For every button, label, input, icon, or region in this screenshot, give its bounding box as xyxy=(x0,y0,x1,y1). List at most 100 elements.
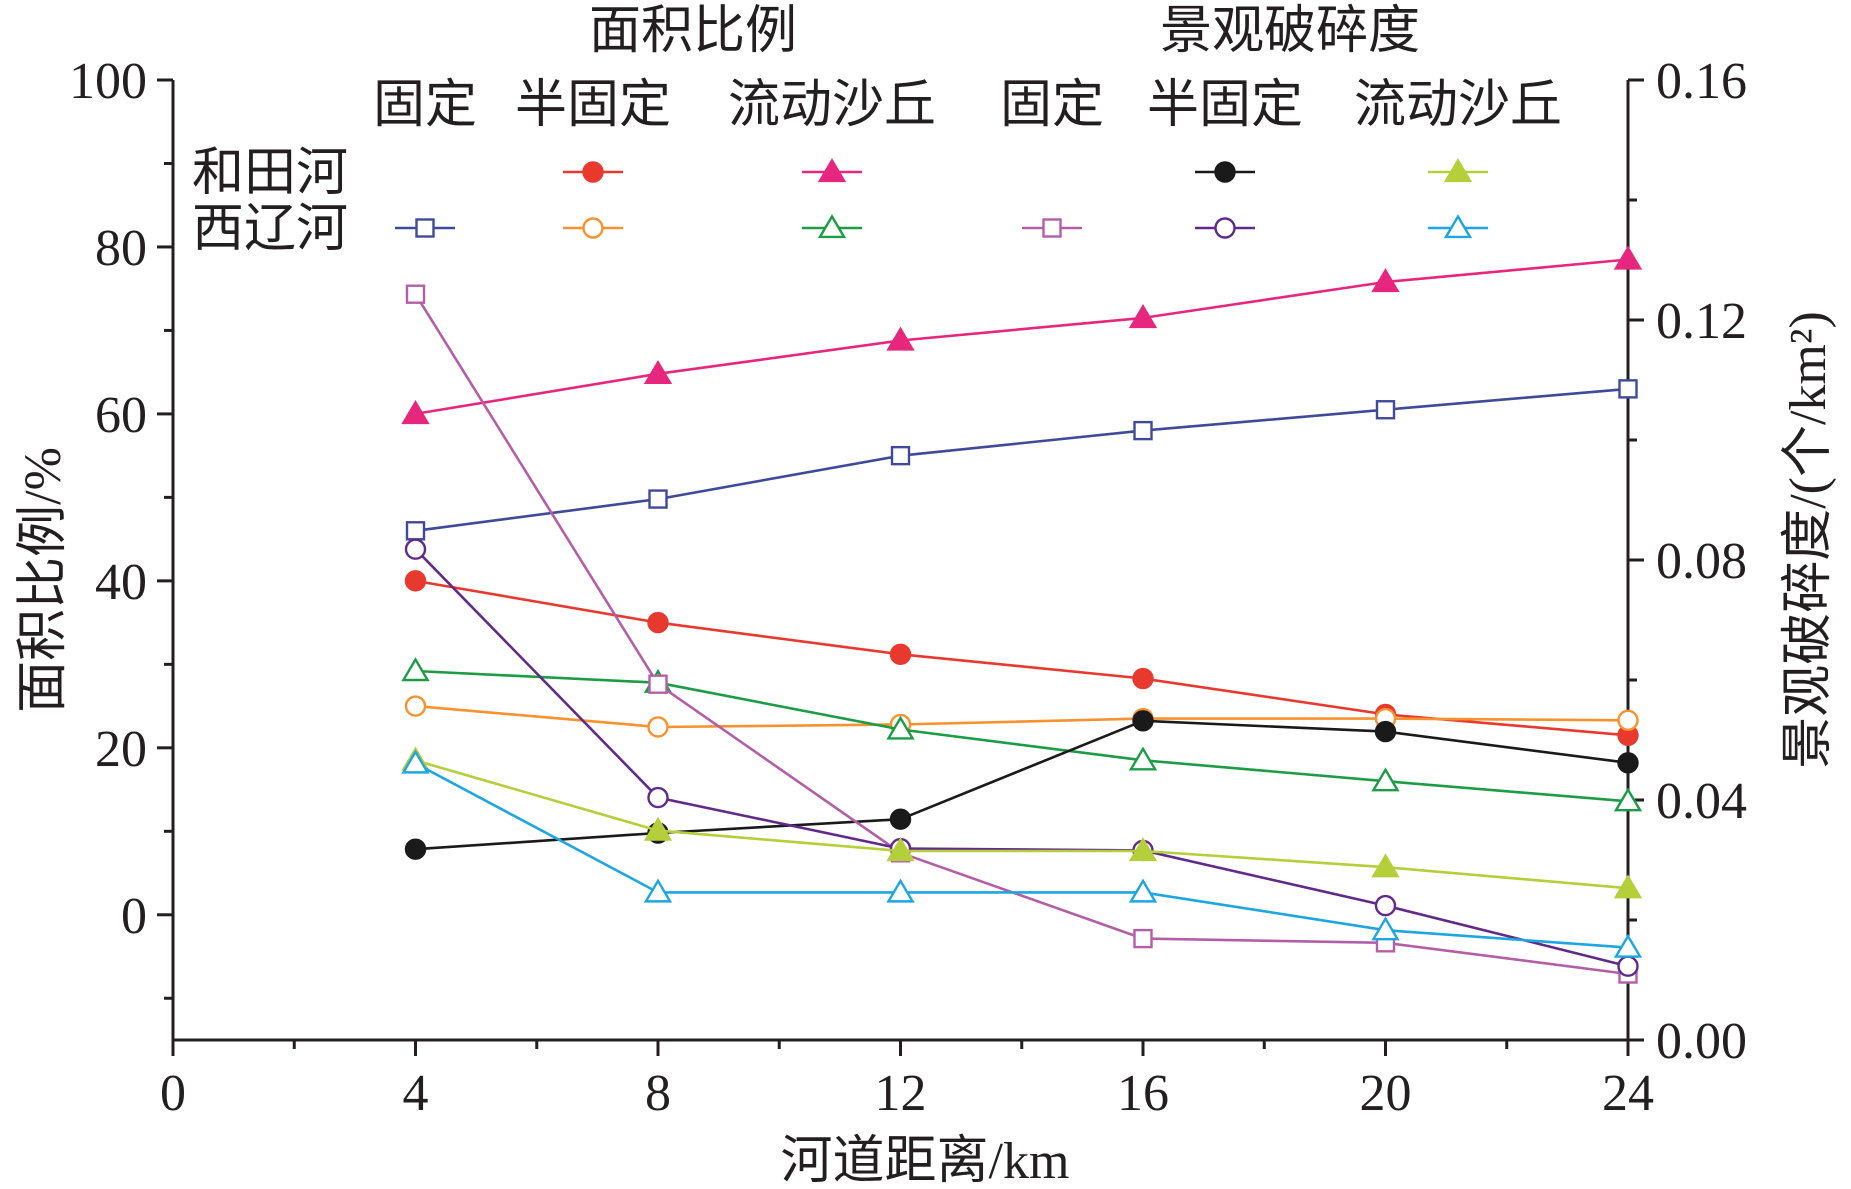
legend-column-header: 半固定 xyxy=(1147,77,1303,134)
legend-entry xyxy=(1195,217,1255,239)
series-line xyxy=(415,387,1629,533)
legend-entry xyxy=(1428,158,1488,183)
y-right-tick-label: 0.00 xyxy=(1656,1013,1747,1070)
data-point xyxy=(1617,955,1639,977)
legend-marker xyxy=(582,217,604,239)
series-面积比例-固定-西辽河 xyxy=(405,379,1638,541)
legend-marker xyxy=(817,214,847,239)
x-tick-label: 0 xyxy=(160,1065,186,1122)
series-line xyxy=(415,719,1629,851)
data-point xyxy=(889,808,912,830)
series-line xyxy=(414,548,1629,968)
y-axis-right-title: 景观破碎度/(个/km²) xyxy=(1780,311,1837,769)
data-point xyxy=(647,611,669,634)
data-point xyxy=(647,716,669,738)
data-point xyxy=(1613,245,1643,270)
legend-entry xyxy=(395,218,455,238)
legend-marker xyxy=(582,161,604,183)
series-layer xyxy=(401,245,1643,984)
y-left-tick-label: 0 xyxy=(121,888,147,945)
data-point xyxy=(404,838,427,860)
data-point xyxy=(1132,710,1154,732)
x-tick-label: 4 xyxy=(403,1065,429,1122)
y-left-tick-label: 100 xyxy=(69,53,147,110)
legend-marker xyxy=(1214,161,1236,183)
legend-marker xyxy=(1443,214,1473,239)
data-point xyxy=(648,674,668,694)
data-point xyxy=(1618,379,1638,399)
data-point xyxy=(643,359,673,385)
data-point xyxy=(404,538,427,560)
x-axis-title: 河道距离/km xyxy=(781,1133,1070,1189)
legend-entry xyxy=(802,214,862,239)
series-面积比例-半固定-西辽河 xyxy=(404,695,1639,738)
legend-marker xyxy=(1042,218,1062,238)
data-point xyxy=(647,786,669,809)
data-point xyxy=(886,837,915,862)
data-point xyxy=(1128,746,1158,771)
series-line xyxy=(415,258,1629,416)
y-right-tick-label: 0.12 xyxy=(1656,293,1747,350)
legend-entry xyxy=(802,158,862,183)
series-面积比例-流动沙丘-西辽河 xyxy=(401,657,1643,812)
data-point xyxy=(1128,878,1158,903)
legend-marker xyxy=(817,158,847,183)
series-景观破碎度-流动沙丘-西辽河 xyxy=(401,749,1643,958)
legend-column-header: 半固定 xyxy=(515,77,671,134)
data-point xyxy=(1617,752,1639,774)
data-point xyxy=(643,816,673,841)
y-axis-left-title: 面积比例/% xyxy=(15,447,72,713)
data-point xyxy=(1371,767,1400,792)
y-left-tick-label: 20 xyxy=(95,721,147,778)
legend-row-header: 和田河 xyxy=(192,145,348,202)
data-point xyxy=(1617,709,1639,731)
legend-column-header: 固定 xyxy=(1000,77,1104,134)
y-left-tick-label: 40 xyxy=(95,554,147,611)
data-point xyxy=(1132,667,1154,690)
series-line xyxy=(415,759,1629,890)
y-left-tick-label: 80 xyxy=(95,220,147,277)
x-tick-label: 8 xyxy=(645,1065,671,1122)
data-point xyxy=(1128,304,1158,329)
x-tick-label: 12 xyxy=(875,1065,927,1122)
axis-ticks: 0 4 8 12 16 20 24 0 20 40 60 80 100 0.00 0.04 0.08 0.12 0… xyxy=(69,53,1747,1122)
x-tick-label: 24 xyxy=(1602,1065,1654,1122)
series-line xyxy=(414,293,1629,976)
data-point xyxy=(886,326,915,351)
data-point xyxy=(1371,916,1400,941)
legend-entry xyxy=(563,217,623,239)
series-line xyxy=(415,669,1629,803)
data-point xyxy=(1374,894,1397,917)
data-point xyxy=(643,878,673,903)
legend-column-header: 流动沙丘 xyxy=(1354,77,1562,134)
legend-column-header: 固定 xyxy=(373,77,477,134)
legend-column-header: 流动沙丘 xyxy=(728,77,936,134)
legend-marker xyxy=(1443,158,1473,183)
legend-entry xyxy=(563,161,623,183)
data-point xyxy=(1371,853,1400,878)
data-point xyxy=(1613,933,1643,958)
data-point xyxy=(1613,787,1643,812)
data-point xyxy=(401,400,430,425)
series-景观破碎度-半固定-和田河 xyxy=(404,710,1639,860)
legend-group-header: 景观破碎度 xyxy=(1160,3,1420,60)
data-point xyxy=(886,878,915,903)
series-line xyxy=(415,704,1629,729)
data-point xyxy=(1375,400,1396,420)
data-point xyxy=(1371,268,1400,293)
y-right-tick-label: 0.16 xyxy=(1656,53,1747,110)
series-line xyxy=(415,579,1629,737)
y-right-tick-label: 0.04 xyxy=(1656,773,1747,830)
series-面积比例-流动沙丘-和田河 xyxy=(401,245,1643,425)
data-point xyxy=(405,521,426,541)
data-point xyxy=(889,643,912,666)
series-景观破碎度-固定-西辽河 xyxy=(405,284,1638,984)
data-point xyxy=(890,445,911,466)
data-point xyxy=(1613,874,1643,899)
data-point xyxy=(1133,928,1153,949)
legend-entry xyxy=(1428,214,1488,239)
data-point xyxy=(405,284,426,304)
data-point xyxy=(404,570,427,592)
